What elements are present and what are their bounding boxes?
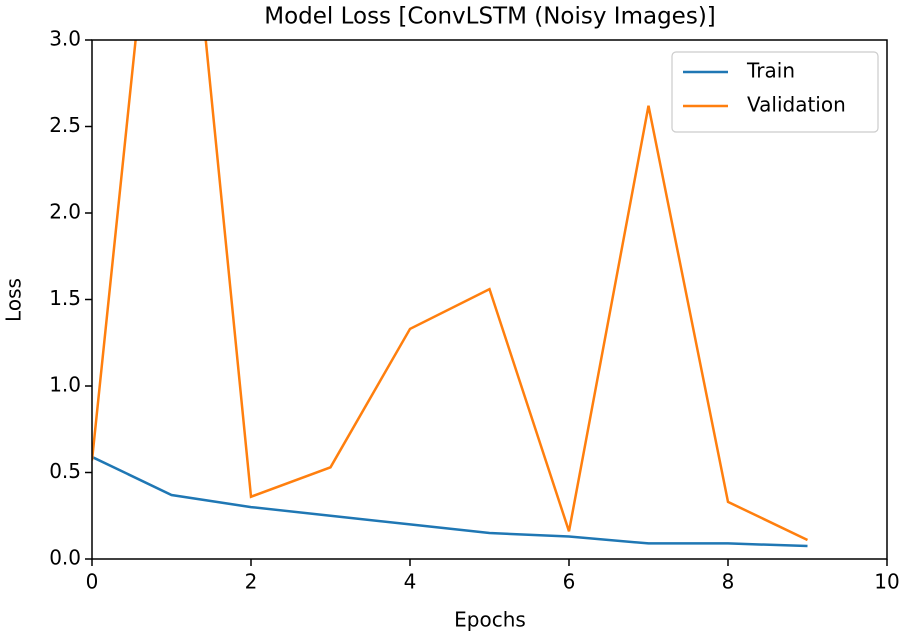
- y-tick-label: 1.0: [49, 373, 81, 397]
- y-tick-label: 3.0: [49, 27, 81, 51]
- series-line: [92, 455, 808, 548]
- y-tick-label: 0.5: [49, 459, 81, 483]
- y-tick-label: 1.5: [49, 286, 81, 310]
- legend-label: Validation: [747, 93, 846, 117]
- x-tick-label: 0: [86, 570, 99, 594]
- plot-frame: [91, 39, 888, 560]
- chart-title: Model Loss [ConvLSTM (Noisy Images)]: [264, 4, 716, 30]
- series-line: [92, 40, 809, 542]
- legend-label: Train: [746, 59, 795, 83]
- x-tick-label: 10: [874, 570, 899, 594]
- y-tick-label: 2.5: [49, 113, 81, 137]
- y-axis-label: Loss: [2, 278, 26, 322]
- y-tick-label: 2.0: [49, 200, 81, 224]
- x-tick-label: 8: [722, 570, 735, 594]
- x-tick-label: 2: [245, 570, 258, 594]
- x-tick-label: 4: [404, 570, 417, 594]
- y-tick-label: 0.0: [49, 546, 81, 570]
- x-tick-label: 6: [563, 570, 576, 594]
- x-axis-label: Epochs: [454, 608, 526, 632]
